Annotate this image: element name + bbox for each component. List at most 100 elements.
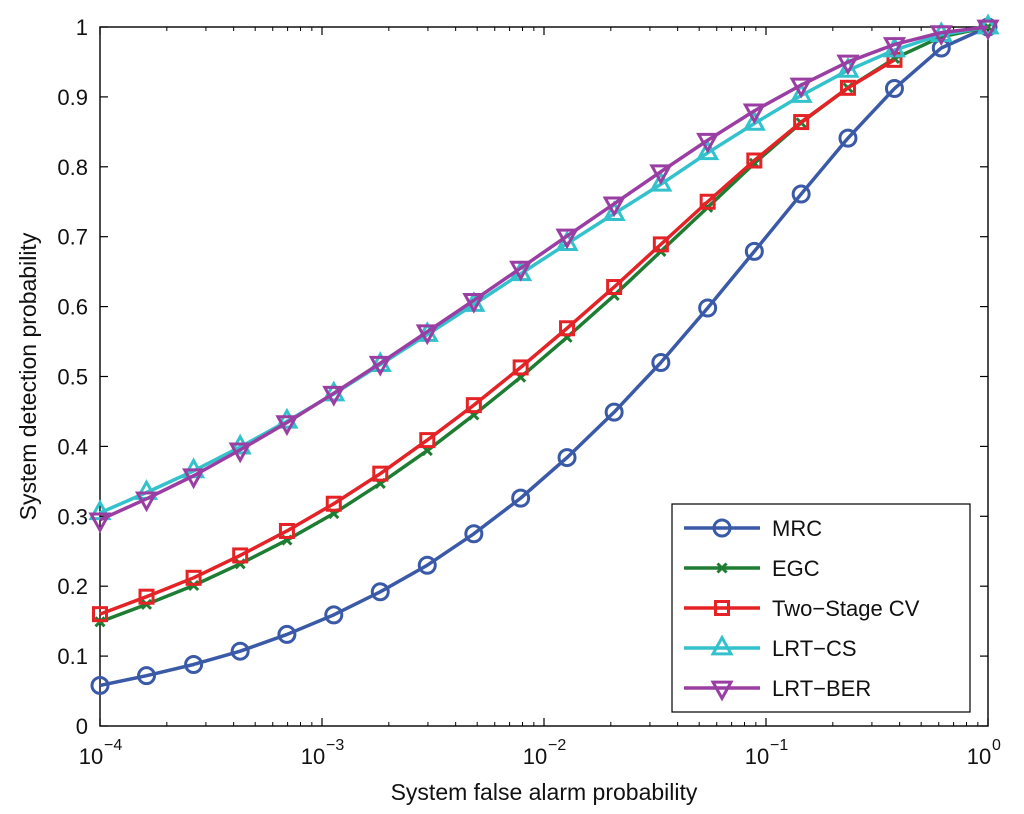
data-point	[789, 82, 813, 103]
y-tick-label: 0.8	[57, 155, 88, 180]
legend-item: Two−Stage CV	[684, 596, 920, 621]
series-lrt-ber	[88, 19, 1000, 534]
y-tick-label: 0.4	[57, 434, 88, 459]
y-axis: 0 0.1 0.2 0.3 0.4 0.5 0.6 0.7 0.8 0.9 1	[57, 15, 988, 739]
data-point	[370, 582, 390, 602]
data-point	[277, 624, 297, 644]
data-point	[839, 79, 856, 96]
y-tick-label: 0.3	[57, 504, 88, 529]
data-point	[649, 170, 673, 192]
data-point	[884, 79, 904, 99]
data-point	[882, 37, 907, 58]
data-point	[511, 488, 531, 508]
data-point	[929, 25, 953, 47]
y-tick-label: 0.7	[57, 225, 88, 250]
data-point	[138, 588, 155, 605]
data-point	[604, 402, 624, 422]
data-point	[602, 200, 626, 221]
legend-item: EGC	[684, 556, 820, 581]
x-tick-base: 10	[301, 744, 325, 769]
data-point	[512, 359, 529, 376]
y-tick-label: 0.2	[57, 574, 88, 599]
y-tick-label: 0.1	[57, 644, 88, 669]
data-point	[649, 164, 673, 186]
data-point	[793, 114, 810, 131]
data-point	[838, 128, 858, 148]
legend-label: EGC	[772, 556, 820, 581]
x-tick-exponent: −4	[104, 737, 122, 754]
data-point	[696, 132, 720, 154]
data-point	[88, 512, 112, 534]
data-point	[278, 522, 295, 539]
data-point	[324, 605, 344, 625]
data-point	[368, 351, 392, 372]
legend-item: LRT−CS	[684, 634, 857, 661]
legend-marker	[710, 634, 734, 656]
x-tick-exponent: −1	[770, 737, 788, 754]
x-axis: 10 −4 10 −3 10 −2 10 −1 10 0	[79, 27, 1001, 769]
data-point	[90, 675, 110, 695]
x-tick-exponent: −3	[326, 737, 344, 754]
data-point	[185, 569, 202, 586]
data-point	[557, 448, 577, 468]
legend-label: Two−Stage CV	[772, 596, 920, 621]
x-tick-label: 10 −1	[745, 737, 789, 769]
data-point	[555, 228, 579, 250]
x-tick-exponent: −2	[548, 737, 566, 754]
data-point	[698, 298, 718, 318]
data-point	[836, 56, 860, 78]
data-point	[602, 196, 626, 218]
data-point	[372, 465, 389, 482]
y-tick-label: 0.5	[57, 365, 88, 390]
data-point	[746, 152, 763, 169]
data-point	[742, 110, 766, 131]
data-point	[228, 442, 252, 464]
data-point	[606, 279, 623, 296]
legend-label: LRT−CS	[772, 636, 857, 661]
x-axis-label: System false alarm probability	[391, 779, 698, 805]
data-point	[696, 139, 720, 161]
data-point	[415, 324, 439, 346]
x-tick-label: 10 −2	[523, 737, 567, 769]
x-tick-base: 10	[523, 744, 547, 769]
x-tick-label: 10 0	[967, 737, 1001, 769]
data-point	[182, 468, 206, 490]
data-point	[651, 353, 671, 373]
data-point	[232, 547, 249, 564]
data-point	[134, 491, 159, 513]
data-point	[137, 666, 157, 686]
data-point	[509, 260, 533, 282]
data-point	[699, 193, 716, 210]
data-point	[976, 19, 1000, 41]
legend-marker	[716, 562, 728, 574]
series-layer	[88, 13, 1000, 695]
data-point	[744, 241, 764, 261]
data-point	[322, 385, 346, 407]
y-axis-label: System detection probability	[15, 232, 41, 520]
data-point	[230, 641, 250, 661]
data-point	[462, 292, 486, 314]
data-point	[325, 495, 342, 512]
data-point	[555, 230, 579, 252]
legend-label: MRC	[772, 516, 822, 541]
data-point	[652, 236, 669, 253]
data-point	[417, 555, 437, 575]
series-mrc	[90, 17, 998, 695]
data-point	[791, 184, 811, 204]
y-tick-label: 0.9	[57, 85, 88, 110]
legend-item: MRC	[684, 516, 822, 541]
x-tick-base: 10	[745, 744, 769, 769]
legend-label: LRT−BER	[772, 676, 871, 701]
data-point	[368, 355, 392, 377]
data-point	[789, 77, 813, 99]
data-point	[465, 397, 482, 414]
legend-marker	[714, 600, 730, 616]
data-point	[419, 432, 436, 449]
x-tick-base: 10	[967, 744, 991, 769]
legend-marker	[710, 680, 734, 702]
data-point	[976, 13, 1000, 35]
data-point	[464, 524, 484, 544]
data-point	[559, 320, 576, 337]
legend: MRC EGC Two−Stage CV LRT−CS LRT−BER	[671, 503, 971, 713]
y-tick-label: 1	[76, 15, 88, 40]
